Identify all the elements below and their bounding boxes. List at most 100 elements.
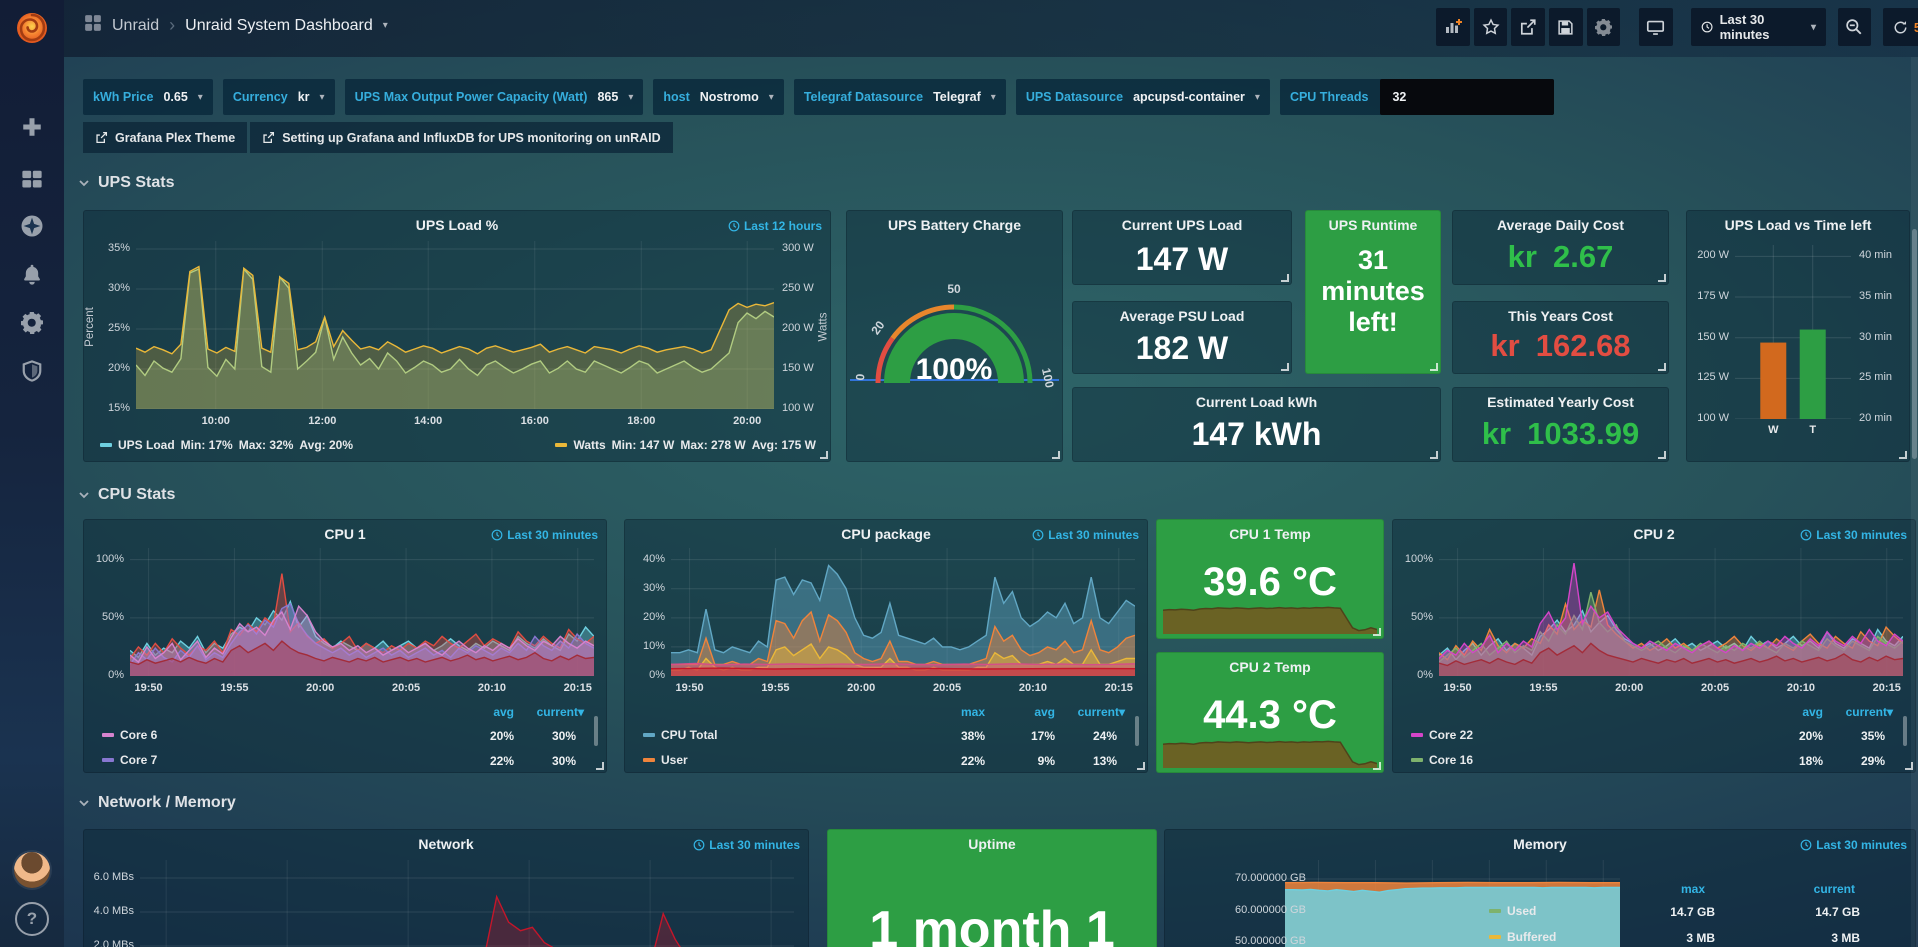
legend-col-max[interactable]: max: [960, 705, 985, 719]
legend-series[interactable]: Core 22: [1411, 728, 1473, 742]
variable-ups-max-output[interactable]: UPS Max Output Power Capacity (Watt) 865…: [344, 79, 644, 115]
legend-series-watts[interactable]: Watts Min: 147 W Max: 278 W Avg: 175 W: [555, 438, 816, 452]
chevron-right-icon: ›: [169, 15, 176, 35]
axis-tick-label: 35%: [107, 242, 130, 254]
panel-title[interactable]: UPS Battery Charge: [887, 217, 1022, 233]
panel-time-range[interactable]: Last 30 minutes: [1800, 528, 1907, 542]
legend-scrollbar[interactable]: [594, 716, 598, 746]
panel-time-range[interactable]: Last 12 hours: [728, 219, 822, 233]
legend-col-current[interactable]: current▾: [1077, 705, 1125, 719]
panel-title[interactable]: CPU 2 Temp: [1229, 659, 1311, 675]
panel-title[interactable]: Current Load kWh: [1195, 394, 1318, 410]
legend-series[interactable]: Used: [1489, 904, 1585, 918]
legend-series[interactable]: Core 6: [102, 728, 157, 742]
refresh-picker[interactable]: 5s ▾: [1882, 8, 1918, 46]
legend-scrollbar[interactable]: [1135, 716, 1139, 746]
dashboards-icon[interactable]: [12, 159, 52, 199]
panel-title[interactable]: Average PSU Load: [1119, 308, 1245, 324]
panel-title[interactable]: CPU package: [841, 526, 931, 542]
panel-title[interactable]: Current UPS Load: [1121, 217, 1243, 233]
legend-swatch: [100, 443, 112, 447]
legend-col-avg[interactable]: avg: [1034, 705, 1055, 719]
help-glyph: ?: [26, 909, 38, 928]
create-plus-icon[interactable]: [12, 107, 52, 147]
section-ups-stats[interactable]: UPS Stats: [78, 174, 174, 192]
star-button[interactable]: [1473, 8, 1508, 46]
dashboard-title[interactable]: Unraid System Dashboard: [185, 16, 373, 34]
axis-tick-label: 20:10: [477, 682, 506, 694]
panel-title[interactable]: This Years Cost: [1508, 308, 1613, 324]
variable-kwh-price[interactable]: kWh Price 0.65 ▾: [83, 79, 213, 115]
panel-title[interactable]: Uptime: [968, 836, 1016, 852]
panel-title[interactable]: UPS Runtime: [1328, 217, 1418, 233]
panel-cpu1: CPU 1 Last 30 minutes avg current▾ Core …: [83, 519, 607, 773]
save-button[interactable]: [1549, 8, 1583, 46]
link-ups-monitoring-guide[interactable]: Setting up Grafana and InfluxDB for UPS …: [250, 122, 673, 153]
panel-title[interactable]: UPS Load vs Time left: [1724, 217, 1872, 233]
panel-time-range[interactable]: Last 30 minutes: [1032, 528, 1139, 542]
panel-title[interactable]: Estimated Yearly Cost: [1487, 394, 1634, 410]
panel-title[interactable]: Average Daily Cost: [1496, 217, 1625, 233]
apps-grid-icon[interactable]: [84, 14, 102, 37]
legend-col-max[interactable]: max: [1680, 882, 1705, 896]
breadcrumb-folder[interactable]: Unraid: [112, 16, 160, 34]
alerting-bell-icon[interactable]: [12, 255, 52, 295]
svg-text:0: 0: [853, 373, 867, 381]
svg-text:100: 100: [1039, 367, 1057, 390]
sort-caret-icon: ▾: [1118, 705, 1125, 719]
scrollbar-thumb[interactable]: [1912, 229, 1917, 459]
panel-title[interactable]: CPU 2: [1633, 526, 1675, 542]
legend-col-current[interactable]: current: [1813, 882, 1855, 896]
legend-series[interactable]: CPU Total: [643, 728, 717, 742]
variable-currency[interactable]: Currency kr ▾: [222, 79, 335, 115]
panel-memory: Memory Last 30 minutes max current Used …: [1164, 829, 1916, 947]
panel-time-range[interactable]: Last 30 minutes: [693, 838, 800, 852]
variable-telegraf-datasource[interactable]: Telegraf Datasource Telegraf ▾: [793, 79, 1006, 115]
panel-title[interactable]: CPU 1 Temp: [1229, 526, 1311, 542]
legend-series[interactable]: User: [643, 753, 688, 767]
panel-title[interactable]: CPU 1: [324, 526, 366, 542]
zoom-out-button[interactable]: [1837, 8, 1872, 46]
legend-series[interactable]: Buffered: [1489, 930, 1585, 944]
panel-title[interactable]: Network: [418, 836, 474, 852]
link-grafana-plex-theme[interactable]: Grafana Plex Theme: [83, 122, 248, 153]
legend-series[interactable]: Core 16: [1411, 753, 1473, 767]
panel-time-range[interactable]: Last 30 minutes: [1800, 838, 1907, 852]
section-cpu-stats[interactable]: CPU Stats: [78, 486, 175, 504]
legend-col-avg[interactable]: avg: [1802, 705, 1823, 719]
server-admin-shield-icon[interactable]: [12, 351, 52, 391]
time-range-picker[interactable]: Last 30 minutes ▾: [1691, 8, 1827, 46]
help-icon[interactable]: ?: [15, 902, 49, 936]
axis-tick-label: 100%: [95, 552, 124, 565]
panel-title[interactable]: Memory: [1513, 836, 1567, 852]
legend-value: 13%: [1092, 754, 1117, 768]
cycle-view-tv-button[interactable]: [1639, 8, 1673, 46]
configuration-gear-icon[interactable]: [12, 303, 52, 343]
legend-col-current[interactable]: current▾: [1845, 705, 1893, 719]
user-avatar[interactable]: [14, 852, 50, 888]
legend-col-current[interactable]: current▾: [536, 705, 584, 719]
add-panel-button[interactable]: [1436, 8, 1470, 46]
chevron-down-icon: ▾: [768, 91, 774, 103]
panel-time-range[interactable]: Last 30 minutes: [491, 528, 598, 542]
legend-series-ups-load[interactable]: UPS Load Min: 17% Max: 32% Avg: 20%: [100, 438, 353, 452]
dashboard-links: Grafana Plex Theme Setting up Grafana an…: [83, 122, 673, 153]
variable-host[interactable]: host Nostromo ▾: [653, 79, 784, 115]
grafana-logo-icon[interactable]: [11, 7, 53, 49]
page-scrollbar[interactable]: [1911, 57, 1918, 947]
share-button[interactable]: [1511, 8, 1546, 46]
dashboard-settings-button[interactable]: [1586, 8, 1621, 46]
legend-value: 30%: [551, 754, 576, 768]
axis-tick-label: 30%: [107, 282, 130, 294]
panel-title[interactable]: UPS Load %: [415, 217, 499, 233]
axis-tick-label: 300 W: [782, 242, 814, 254]
stat-value: 39.6 °C: [1203, 560, 1337, 605]
cpu-threads-input[interactable]: 32: [1380, 79, 1555, 115]
section-network-memory[interactable]: Network / Memory: [78, 794, 236, 812]
legend-col-avg[interactable]: avg: [493, 705, 514, 719]
variable-ups-datasource[interactable]: UPS Datasource apcupsd-container ▾: [1015, 79, 1270, 115]
explore-compass-icon[interactable]: [12, 206, 52, 246]
legend-series[interactable]: Core 7: [102, 753, 157, 767]
chevron-down-icon[interactable]: ▾: [382, 20, 388, 31]
legend-scrollbar[interactable]: [1903, 716, 1907, 746]
